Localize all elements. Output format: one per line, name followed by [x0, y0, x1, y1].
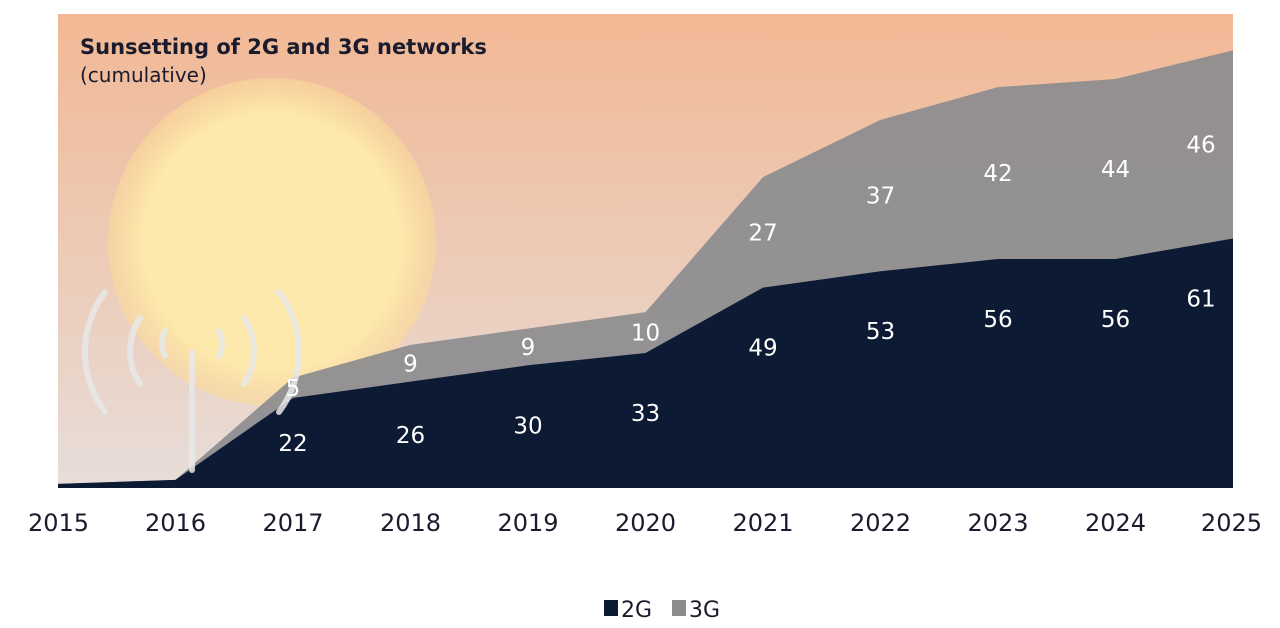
data-label-2g: 53	[866, 319, 895, 345]
data-label-2g: 56	[983, 307, 1012, 333]
data-label-3g: 42	[983, 161, 1012, 187]
data-label-2g: 33	[631, 401, 660, 427]
legend-swatch	[672, 600, 686, 616]
area-layer	[58, 50, 1233, 489]
data-label-3g: 5	[286, 376, 301, 402]
data-label-3g: 9	[403, 351, 418, 377]
data-label-layer: 22 5 26 9 30 9 33 10 49 27 53 37 56 42 56 44 61 46	[278, 132, 1215, 457]
data-label-3g: 44	[1101, 157, 1130, 183]
sun-illustration	[108, 78, 436, 406]
legend-entry: 3G	[689, 598, 720, 623]
x-tick-label: 2020	[615, 509, 676, 537]
antenna-icon	[82, 289, 302, 473]
data-label-2g: 22	[278, 431, 307, 457]
legend: 2G 3G	[604, 598, 720, 623]
x-tick-label: 2021	[732, 509, 793, 537]
x-tick-label: 2015	[28, 509, 89, 537]
data-label-3g: 10	[631, 321, 660, 347]
x-tick-label: 2017	[262, 509, 323, 537]
data-label-2g: 61	[1186, 287, 1215, 313]
x-tick-label: 2022	[850, 509, 911, 537]
x-tick-label: 2016	[145, 509, 206, 537]
area-2g	[58, 238, 1233, 488]
x-tick-label: 2018	[380, 509, 441, 537]
data-label-3g: 9	[521, 335, 536, 361]
legend-entry: 2G	[621, 598, 652, 623]
x-tick-label: 2019	[497, 509, 558, 537]
data-label-3g: 27	[748, 220, 777, 246]
data-label-2g: 30	[513, 413, 542, 439]
x-tick-label: 2025	[1201, 509, 1262, 537]
data-label-2g: 26	[396, 423, 425, 449]
legend-swatch	[604, 600, 618, 616]
x-tick-label: 2024	[1085, 509, 1146, 537]
data-label-2g: 56	[1101, 307, 1130, 333]
data-label-3g: 37	[866, 184, 895, 210]
data-label-3g: 46	[1186, 132, 1215, 158]
data-label-2g: 49	[748, 336, 777, 362]
chart-subtitle: (cumulative)	[80, 63, 207, 87]
chart-title: Sunsetting of 2G and 3G networks	[80, 35, 487, 59]
x-tick-label: 2023	[967, 509, 1028, 537]
x-axis: 2015 2016 2017 2018 2019 2020 2021 2022 2023 2024…	[28, 509, 1262, 537]
